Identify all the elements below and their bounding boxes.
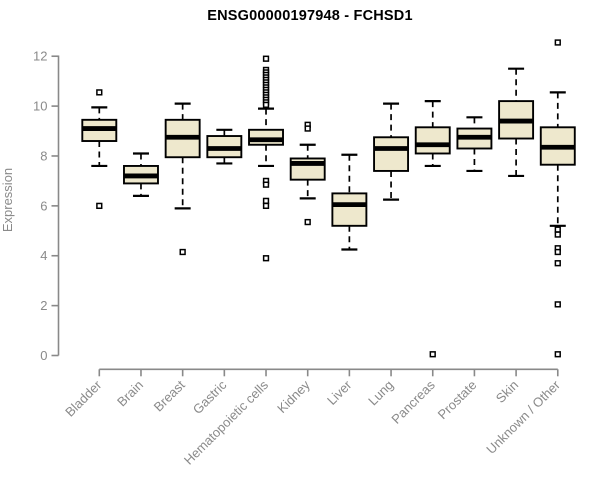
- category-label: Brain: [114, 377, 146, 409]
- boxplot-liver: [331, 153, 368, 251]
- outlier-point: [179, 248, 186, 256]
- boxplot-lung: [373, 102, 410, 201]
- y-tick-label: 8: [40, 148, 47, 163]
- outlier-point: [554, 301, 561, 308]
- chart-title: ENSG00000197948 - FCHSD1: [207, 8, 413, 24]
- outlier-point: [554, 260, 561, 267]
- outlier-point: [304, 218, 311, 226]
- category-label: Bladder: [62, 377, 105, 420]
- boxplot-pancreas: [414, 100, 451, 358]
- outlier-point: [96, 89, 103, 96]
- category-label: Lung: [365, 377, 396, 408]
- boxplot-brain: [123, 152, 159, 197]
- box: [331, 192, 368, 227]
- boxplot-breast: [164, 102, 201, 256]
- category-label: Liver: [324, 377, 355, 408]
- boxplot-bladder: [81, 89, 118, 210]
- category-label: Unknown / Other: [483, 377, 563, 457]
- category-label: Kidney: [274, 377, 313, 416]
- outlier-point: [262, 55, 270, 62]
- outlier-point: [429, 351, 436, 358]
- outlier-point: [554, 39, 561, 46]
- outlier-point: [554, 248, 561, 256]
- outlier-point: [554, 231, 561, 238]
- category-label: Skin: [493, 377, 521, 405]
- boxplot-hematopoietic-cells: [248, 55, 284, 262]
- box: [414, 126, 451, 155]
- category-label: Pancreas: [388, 377, 438, 427]
- outlier-point: [262, 101, 270, 109]
- y-tick-label: 12: [33, 49, 47, 64]
- outlier-point: [262, 202, 270, 210]
- outlier-point: [96, 202, 103, 210]
- category-label: Gastric: [190, 377, 230, 417]
- category-label: Breast: [151, 377, 188, 414]
- boxplot-kidney: [289, 121, 326, 226]
- outlier-point: [554, 226, 561, 233]
- y-tick-label: 10: [33, 99, 47, 114]
- box: [248, 128, 284, 146]
- y-tick-label: 6: [40, 198, 47, 213]
- boxplot-skin: [498, 67, 535, 178]
- outlier-point: [554, 351, 561, 358]
- boxplot-gastric: [206, 128, 243, 165]
- category-label: Prostate: [435, 377, 480, 422]
- outlier-point: [262, 255, 270, 262]
- outlier-point: [304, 125, 311, 132]
- boxplot-unknown-other: [539, 39, 576, 358]
- y-tick-label: 0: [40, 348, 47, 363]
- outlier-point: [262, 197, 270, 205]
- y-tick-label: 4: [40, 248, 47, 263]
- y-axis: 0 2 4 6 8 10 12: [33, 49, 60, 363]
- box: [373, 136, 410, 172]
- outlier-point: [262, 181, 270, 188]
- boxplot-prostate: [456, 116, 493, 173]
- y-tick-label: 2: [40, 298, 47, 313]
